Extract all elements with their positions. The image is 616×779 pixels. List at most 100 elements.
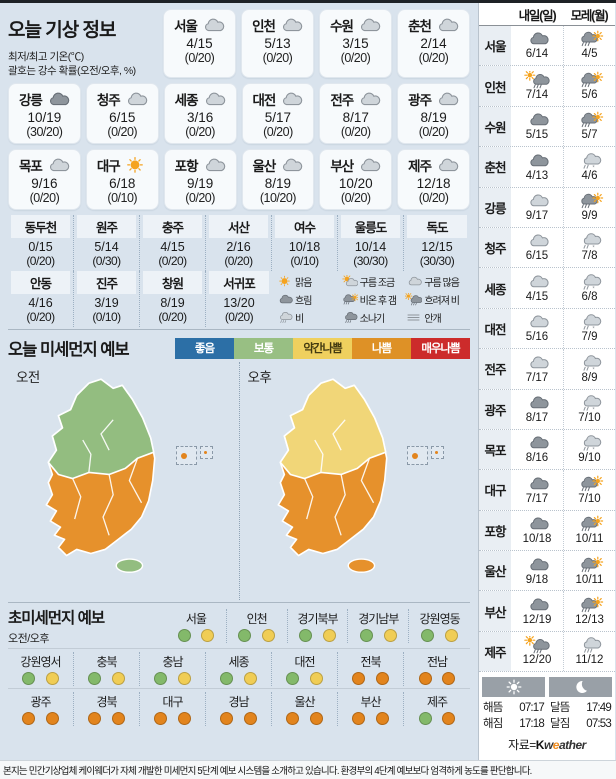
sun-icon <box>276 275 293 288</box>
city-temp: 12/15 <box>421 240 453 255</box>
city-temp: 3/19 <box>94 296 119 311</box>
cloud-dark-icon <box>523 556 551 574</box>
day-after-temp: 8/9 <box>581 371 598 384</box>
cloud-light-icon <box>433 156 459 175</box>
moonrise-time: 17:49 <box>586 702 612 715</box>
city-name: 목포 <box>479 429 511 470</box>
city-name: 진주 <box>77 271 136 295</box>
region-name: 부산 <box>360 695 381 710</box>
city-name: 충주 <box>143 215 202 239</box>
sunset-time: 17:18 <box>519 718 545 731</box>
moonrise-label: 달뜸 <box>550 702 570 715</box>
dust-dots <box>348 629 408 643</box>
cloud-light-icon <box>523 354 551 372</box>
day-after-temp: 10/11 <box>575 573 604 586</box>
city-temp: 6/15 <box>109 110 136 126</box>
forecast-row: 목포 8/16 * 9/10 <box>479 429 615 471</box>
am-dust-dot <box>286 712 300 726</box>
table-city-cell: 독도 12/15 (30/30) <box>404 215 470 271</box>
am-dust-dot <box>360 629 374 643</box>
forecast-row: 울산 9/18 10/11 <box>479 551 615 592</box>
cloud-dark-icon <box>523 111 551 129</box>
temp-note: 최저/최고 기온(℃) <box>8 51 84 63</box>
svg-text:*: * <box>592 448 595 453</box>
city-name: 제주 <box>408 159 432 175</box>
day-after-cell: * 7/9 <box>563 308 615 349</box>
region-name: 인천 <box>246 612 268 627</box>
jeju-island-pm <box>347 558 375 574</box>
region-dust-cell: 대전 <box>272 652 338 687</box>
sun-icon <box>122 156 148 175</box>
city-weather-card: 대구 6/18 (0/10) <box>85 149 159 211</box>
dust-dots <box>8 672 73 686</box>
legend-item: 맑음 <box>276 274 341 289</box>
day-after-temp: 7/10 <box>578 492 601 505</box>
ultrafine-title: 초미세먼지 예보 <box>8 610 105 628</box>
rain-icon <box>576 636 604 654</box>
rain-sun-icon <box>576 30 604 48</box>
dust-dots <box>272 672 337 686</box>
city-name: 울산 <box>479 551 511 591</box>
card-top: 부산 <box>321 155 390 175</box>
region-dust-cell: 세종 <box>206 652 272 687</box>
tomorrow-temp: 4/13 <box>525 169 549 182</box>
tomorrow-temp: 8/16 <box>525 452 549 465</box>
region-name: 전남 <box>426 655 448 670</box>
day-after-cell: * 7/8 <box>563 227 615 268</box>
city-name: 대구 <box>479 470 511 510</box>
city-precip-prob: (0/20) <box>26 310 55 325</box>
tomorrow-cell: 5/16 <box>511 309 563 348</box>
tomorrow-cell: 4/15 <box>511 268 563 307</box>
cloud-dark-icon <box>523 596 551 614</box>
city-precip-prob: (0/20) <box>224 310 254 325</box>
legend-label: 소나기 <box>359 313 386 325</box>
pm-dust-dot <box>243 672 257 686</box>
dust-dots <box>8 712 73 726</box>
dust-dots <box>166 629 226 643</box>
dokdo-inset-box <box>431 446 444 460</box>
table-city-cell: 창원 8/19 (0/20) <box>140 271 206 328</box>
cloud-dark-icon <box>523 152 551 170</box>
forecast-row: 제주 12/20 11/12 <box>479 631 615 673</box>
cloud-light-icon <box>122 90 148 109</box>
city-precip-prob: (0/20) <box>340 125 371 140</box>
cloud-light-icon <box>523 313 551 331</box>
cloud-dark-icon <box>523 515 551 533</box>
city-temp: 10/19 <box>27 110 62 126</box>
city-weather-card: 세종 3/16 (0/20) <box>163 83 237 145</box>
city-weather-card: 대전 5/17 (0/20) <box>241 83 315 145</box>
legend-label: 안개 <box>424 313 441 325</box>
jeju-island-am <box>115 558 144 574</box>
kweather-logo: Kweather <box>536 738 587 752</box>
cloud-light-icon <box>523 232 551 250</box>
city-name: 인천 <box>252 19 276 34</box>
islands-inset-am <box>175 446 213 466</box>
ultrafine-subtitle: 오전/오후 <box>8 633 50 646</box>
am-dust-dot <box>286 672 300 686</box>
city-temp: 5/14 <box>94 240 119 255</box>
svg-text:*: * <box>592 165 595 170</box>
city-table-row-2: 안동 4/16 (0/20) 진주 3/19 (0/10) 창원 8/19 (0… <box>8 271 470 331</box>
card-top: 제주 <box>399 155 468 175</box>
day-after-temp: 7/8 <box>581 250 598 263</box>
tomorrow-col-header: 내일(일) <box>518 8 557 23</box>
cloud-light-icon <box>355 90 381 109</box>
city-precip-prob: (0/20) <box>418 125 449 140</box>
rain-sun-icon <box>576 515 604 533</box>
city-temp: 9/19 <box>186 176 214 192</box>
city-name: 대구 <box>96 159 121 175</box>
am-dust-dot <box>418 672 432 686</box>
table-city-cell: 울릉도 10/14 (30/30) <box>338 215 404 272</box>
islands-inset-pm <box>407 446 444 466</box>
dust-dots <box>74 672 139 686</box>
ultrafine-row-2: 강원영서 충북 <box>8 648 470 688</box>
tomorrow-temp: 4/15 <box>525 290 549 303</box>
tomorrow-temp: 12/19 <box>522 613 552 626</box>
city-precip-prob: (0/20) <box>340 191 371 206</box>
city-precip-prob: (0/20) <box>185 191 215 206</box>
city-temp: 4/15 <box>160 240 185 255</box>
city-table-row-1: 동두천 0/15 (0/20) 원주 5/14 (0/30) 충주 4/15 (… <box>8 215 470 272</box>
pm-dust-dot <box>442 712 456 726</box>
forecast-row: 강릉 9/17 9/9 <box>479 187 615 228</box>
card-top: 전주 <box>321 89 390 109</box>
